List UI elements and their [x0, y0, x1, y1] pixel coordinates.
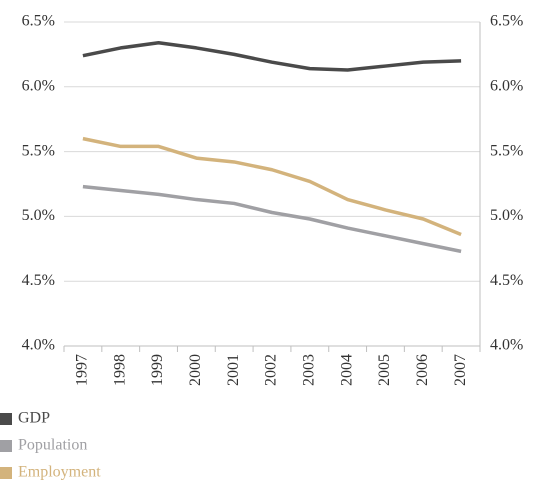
- y2-tick-label: 4.5%: [490, 272, 523, 289]
- y-tick-label: 5.5%: [22, 142, 55, 159]
- x-tick-label: 1998: [111, 354, 128, 386]
- x-tick-label: 2004: [338, 354, 355, 386]
- series-line: [82, 184, 462, 254]
- legend-label: Employment: [18, 464, 101, 481]
- x-tick-label: 2007: [452, 354, 469, 386]
- y2-tick-label: 6.0%: [490, 77, 523, 94]
- y-tick-label: 6.5%: [22, 13, 55, 30]
- legend-label: Population: [18, 437, 87, 454]
- y2-tick-label: 5.0%: [490, 207, 523, 224]
- y-tick-label: 4.5%: [22, 272, 55, 289]
- y-tick-label: 6.0%: [22, 77, 55, 94]
- legend-label: GDP: [18, 410, 50, 427]
- x-tick-label: 2006: [414, 354, 431, 386]
- y2-tick-label: 6.5%: [490, 13, 523, 30]
- series-line: [82, 136, 462, 237]
- y-tick-label: 5.0%: [22, 207, 55, 224]
- legend-swatch: [0, 413, 12, 425]
- x-tick-label: 2003: [300, 354, 317, 386]
- series-line: [82, 40, 462, 72]
- x-tick-label: 1997: [74, 354, 91, 386]
- y2-tick-label: 4.0%: [490, 337, 523, 354]
- legend-swatch: [0, 467, 12, 479]
- x-tick-label: 2001: [225, 354, 242, 386]
- y-tick-label: 4.0%: [22, 337, 55, 354]
- x-tick-label: 1999: [149, 354, 166, 386]
- x-tick-label: 2002: [263, 354, 280, 386]
- x-tick-label: 2000: [187, 354, 204, 386]
- y2-tick-label: 5.5%: [490, 142, 523, 159]
- x-tick-label: 2005: [376, 354, 393, 386]
- legend-swatch: [0, 440, 12, 452]
